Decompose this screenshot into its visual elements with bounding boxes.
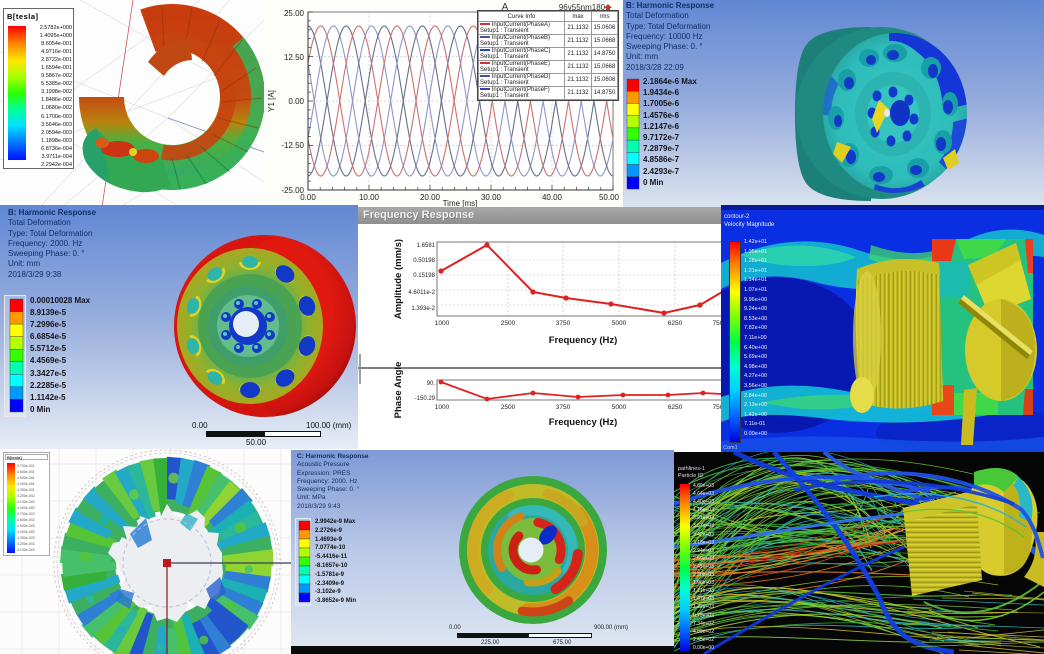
svg-text:Phase Angle: Phase Angle <box>393 362 404 419</box>
svg-text:Frequency (Hz): Frequency (Hz) <box>549 417 618 428</box>
svg-text:4.6011e-2: 4.6011e-2 <box>408 290 435 296</box>
svg-text:3750: 3750 <box>556 404 571 411</box>
svg-text:Y1 [A]: Y1 [A] <box>267 90 276 112</box>
svg-text:6250: 6250 <box>668 404 683 411</box>
svg-text:2500: 2500 <box>501 320 516 327</box>
svg-text:2500: 2500 <box>501 404 516 411</box>
svg-text:750: 750 <box>713 404 723 411</box>
svg-text:90.: 90. <box>427 381 436 387</box>
svg-text:750: 750 <box>713 320 723 327</box>
svg-text:-150.29: -150.29 <box>415 396 436 402</box>
svg-text:30.00: 30.00 <box>481 193 502 202</box>
svg-text:1.393e-2: 1.393e-2 <box>411 306 435 312</box>
svg-text:20.00: 20.00 <box>420 193 441 202</box>
svg-text:10.00: 10.00 <box>359 193 380 202</box>
svg-text:25.00: 25.00 <box>284 9 305 18</box>
svg-text:1000: 1000 <box>435 404 450 411</box>
svg-text:96v55nm180: 96v55nm180 <box>559 3 606 12</box>
svg-text:0.00: 0.00 <box>300 193 316 202</box>
svg-text:-12.50: -12.50 <box>281 141 304 150</box>
svg-text:Time [ms]: Time [ms] <box>443 199 478 207</box>
svg-text:1000: 1000 <box>435 320 450 327</box>
svg-text:50.00: 50.00 <box>599 193 620 202</box>
svg-text:0.00: 0.00 <box>288 97 304 106</box>
svg-text:-25.00: -25.00 <box>281 186 304 195</box>
svg-text:1.6581: 1.6581 <box>417 243 436 249</box>
svg-text:0.15198: 0.15198 <box>413 273 435 279</box>
svg-text:Amplitude (mm/s): Amplitude (mm/s) <box>393 239 404 319</box>
svg-text:Frequency (Hz): Frequency (Hz) <box>549 335 618 346</box>
svg-text:6250: 6250 <box>668 320 683 327</box>
svg-text:5000: 5000 <box>612 404 627 411</box>
svg-text:12.50: 12.50 <box>284 53 305 62</box>
svg-text:40.00: 40.00 <box>542 193 563 202</box>
svg-text:A: A <box>502 2 509 13</box>
svg-text:3750: 3750 <box>556 320 571 327</box>
svg-text:0.50198: 0.50198 <box>413 258 435 264</box>
svg-text:5000: 5000 <box>612 320 627 327</box>
